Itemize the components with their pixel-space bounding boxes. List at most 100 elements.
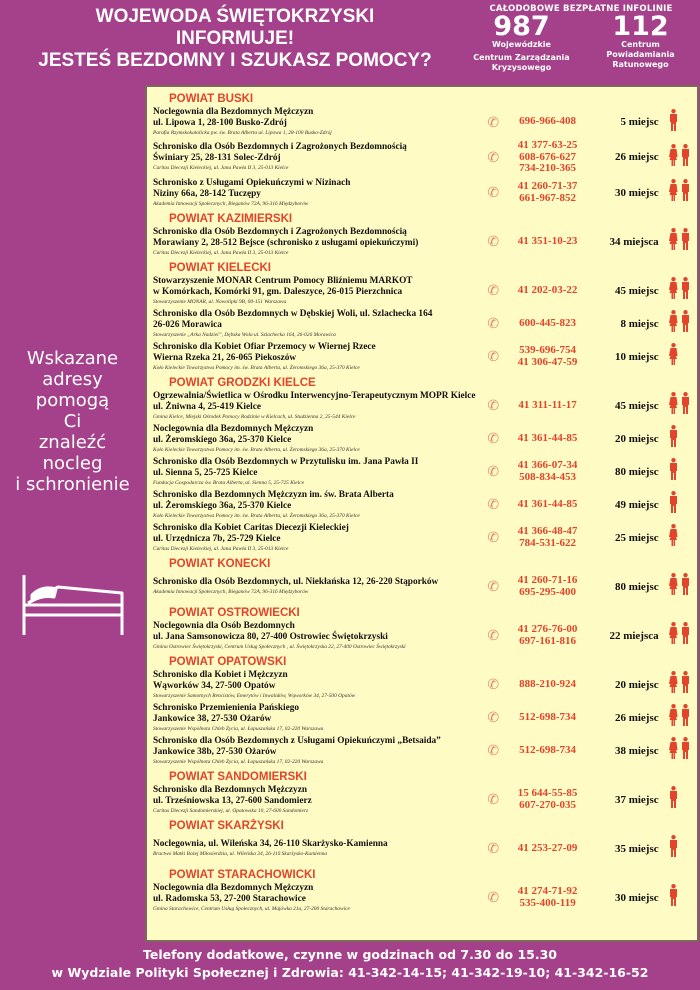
- infoline-987: 987 Wojewódzkie Centrum Zarządzania Kryz…: [464, 13, 579, 73]
- shelter-name-line: Schronisko dla Osób Bezdomnych i Zagrożo…: [153, 142, 407, 153]
- gender-icons: [659, 277, 697, 304]
- phone-numbers: 41 202-03-22: [503, 283, 593, 297]
- phone-icon: ✆: [487, 233, 500, 249]
- section-title: POWIAT KIELECKI: [169, 261, 272, 274]
- shelter-name-line: 26-026 Morawica: [153, 319, 222, 330]
- phone-number[interactable]: 41 260-71-16: [517, 574, 578, 586]
- places-count: 10 miejsc: [614, 350, 659, 363]
- phone-number[interactable]: 607-270-035: [519, 798, 576, 811]
- phone-number[interactable]: 41 366-48-47: [517, 525, 578, 537]
- side-message: Wskazane adresy pomogą Ci znaleźć nocleg…: [0, 348, 145, 495]
- phone-number[interactable]: 539-696-754: [519, 344, 576, 356]
- shelter-name-line: ul. Urzędnicza 7b, 25-729 Kielce: [153, 533, 281, 544]
- phone-icon: ✆: [487, 529, 500, 545]
- footer-line: w Wydziale Polityki Społecznej i Zdrowia…: [51, 965, 649, 980]
- phone-number[interactable]: 41 361-44-85: [517, 497, 578, 510]
- phone-number[interactable]: 41 260-71-37: [517, 180, 578, 192]
- man-icon: [669, 835, 678, 862]
- side-line: znaleźć: [38, 432, 107, 453]
- places-count: 34 miejsca: [609, 235, 659, 248]
- shelter-entry: Stowarzyszenie MONAR Centrum Pomocy Bliź…: [153, 276, 697, 306]
- shelter-entry: Schronisko dla Bezdomnych Mężczyzn im. ś…: [153, 490, 697, 520]
- shelter-name-line: Morawiany 2, 28-512 Bejsce (schronisko z…: [153, 237, 419, 248]
- shelter-operator: Caritas Diecezji Kieleckiej, ul. Jana Pa…: [153, 545, 289, 552]
- shelter-name-line: Stowarzyszenie MONAR Centrum Pomocy Bliź…: [153, 275, 413, 286]
- phone-number[interactable]: 41 377-63-25: [517, 139, 578, 151]
- phone-numbers: 41 260-71-16 695-295-400: [503, 574, 593, 598]
- phone-number[interactable]: 41 274-71-92: [517, 885, 578, 897]
- shelter-info: Noclegownia dla Bezdomnych Mężczyzn ul. L…: [153, 107, 484, 137]
- man-icon: [669, 425, 678, 452]
- phone-number[interactable]: 15 644-55-85: [517, 787, 578, 799]
- shelter-name-line: Noclegownia dla Bezdomnych Mężczyzn: [153, 882, 314, 893]
- phone-icon: ✆: [487, 709, 500, 725]
- woman-icon: [668, 622, 678, 649]
- phone-numbers: 15 644-55-85 607-270-035: [503, 787, 593, 811]
- phone-number[interactable]: 41 361-44-85: [517, 431, 578, 444]
- shelter-operator: Stowarzyszenie Wspólnota Chleb Życia, ul…: [153, 758, 324, 765]
- places-count: 80 miejsc: [614, 580, 659, 593]
- shelter-entry: Schronisko dla Kobiet Caritas Diecezji K…: [153, 523, 697, 553]
- shelter-operator: Bractwo Matki Bożej Miłosierdzia, ul. Wi…: [153, 851, 328, 857]
- phone-number[interactable]: 695-295-400: [519, 585, 576, 598]
- phone-number[interactable]: 512-698-734: [519, 743, 576, 756]
- phone-number[interactable]: 696-966-408: [519, 115, 576, 128]
- shelter-operator: Koło Kieleckie Towarzystwa Pomocy im. św…: [153, 364, 360, 371]
- shelter-operator: Stowarzyszenie „Arka Nadziei”, Dębska Wo…: [153, 331, 336, 338]
- shelter-name-line: ul. Lipowa 1, 28-100 Busko-Zdrój: [153, 118, 287, 128]
- shelter-name-line: ul. Żeromskiego 36a, 25-370 Kielce: [153, 500, 292, 511]
- shelter-operator: Akademia Innowacji Społecznych, Bieganów…: [153, 200, 309, 207]
- phone-number[interactable]: 608-676-627: [519, 150, 576, 163]
- phone-number[interactable]: 41 366-07-34: [517, 459, 578, 471]
- phone-numbers: 41 274-71-92 535-400-119: [503, 885, 593, 909]
- man-icon: [681, 143, 690, 171]
- phone-number[interactable]: 535-400-119: [519, 896, 576, 909]
- phone-number[interactable]: 41 276-76-00: [517, 623, 578, 635]
- places-count: 80 miejsc: [614, 465, 659, 478]
- shelter-operator: Caritas Diecezji Sandomierskiej, ul. Opa…: [153, 807, 309, 814]
- phone-number[interactable]: 661-967-852: [519, 191, 576, 204]
- shelter-info: Schronisko dla Osób Bezdomnych i Zagrożo…: [153, 142, 484, 172]
- shelter-name-line: Schronisko dla Kobiet Ofiar Przemocy w W…: [153, 341, 376, 352]
- phone-number[interactable]: 600-445-823: [519, 316, 576, 329]
- man-icon: [681, 704, 690, 731]
- man-icon: [681, 228, 690, 255]
- shelter-info: Schronisko dla Kobiet i Mężczyzn Wąworków…: [153, 670, 484, 700]
- woman-icon: [668, 524, 678, 551]
- shelter-entry: Noclegownia dla Bezdomnych Mężczyzn ul. L…: [153, 107, 697, 137]
- infoline-112: 112 Centrum Powiadamiania Ratunowego: [583, 13, 698, 73]
- side-line: nocleg: [42, 453, 103, 474]
- phone-number[interactable]: 734-210-365: [519, 162, 576, 174]
- places-count: 26 miejsc: [614, 151, 659, 164]
- shelter-info: Noclegownia dla Osób Bezdomnych ul. Jana …: [153, 621, 484, 651]
- footer-line: Telefony dodatkowe, czynne w godzinach o…: [142, 947, 558, 962]
- phone-numbers: 512-698-734: [503, 710, 593, 724]
- side-line: adresy: [42, 369, 103, 390]
- gender-icons: [659, 343, 697, 370]
- phone-number[interactable]: 41 311-11-17: [518, 398, 577, 411]
- phone-number[interactable]: 41 306-47-59: [517, 355, 578, 368]
- phone-icon: ✆: [487, 889, 500, 905]
- phone-icon: ✆: [487, 397, 500, 413]
- shelter-name-line: ul. Jana Samsonowicza 80, 27-400 Ostrowi…: [153, 631, 388, 642]
- shelter-operator: Koło Kieleckie Towarzystwa Pomocy im. św…: [153, 512, 360, 519]
- phone-number[interactable]: 697-161-816: [519, 634, 576, 647]
- phone-number[interactable]: 41 351-10-23: [517, 234, 578, 247]
- phone-icon: ✆: [487, 742, 500, 758]
- phone-numbers: 41 361-44-85: [503, 497, 593, 511]
- shelter-operator: Gmina Kielce, Miejski Ośrodek Pomocy Rod…: [153, 413, 356, 420]
- places-count: 22 miejsca: [609, 629, 659, 642]
- phone-number[interactable]: 784-531-622: [519, 536, 576, 549]
- phone-number[interactable]: 508-834-453: [519, 470, 576, 483]
- phone-number[interactable]: 512-698-734: [519, 710, 576, 723]
- infoline-label: Centrum: [621, 40, 660, 49]
- phone-number[interactable]: 888-210-924: [519, 677, 576, 690]
- shelter-info: Schronisko dla Osób Bezdomnych, ul. Niek…: [153, 577, 484, 596]
- phone-number[interactable]: 41 253-27-09: [517, 841, 578, 854]
- man-icon: [681, 179, 690, 206]
- shelter-name-line: Świniary 25, 28-131 Solec-Zdrój: [153, 153, 281, 164]
- infoline-label: Wojewódzkie: [492, 40, 551, 49]
- phone-numbers: 41 276-76-00 697-161-816: [503, 623, 593, 647]
- phone-number[interactable]: 41 202-03-22: [517, 283, 578, 296]
- woman-icon: [668, 228, 678, 255]
